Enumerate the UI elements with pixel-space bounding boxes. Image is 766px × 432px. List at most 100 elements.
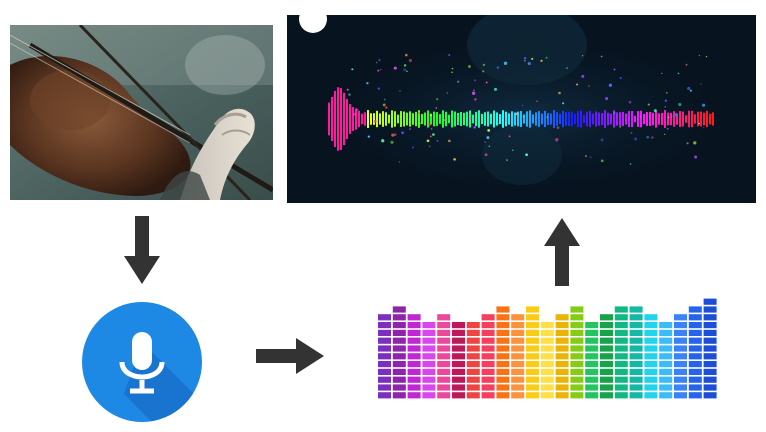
equalizer-segment [481, 384, 495, 391]
sparkle-dot [443, 119, 446, 121]
equalizer-segment [496, 314, 510, 321]
sparkle-dot [515, 112, 519, 116]
equalizer-segment [688, 368, 702, 375]
sparkle-dot [540, 59, 543, 62]
sparkle-dot [382, 103, 386, 107]
sparkle-dot [698, 54, 701, 57]
equalizer-segment [378, 337, 391, 344]
equalizer-segment [407, 353, 421, 360]
equalizer-segment [570, 314, 584, 321]
equalizer-segment [585, 361, 599, 368]
sparkle-dot [689, 89, 692, 92]
equalizer-segment [659, 368, 673, 375]
arrow-right-icon [256, 338, 324, 374]
equalizer-segment [452, 368, 465, 375]
equalizer-segment [600, 345, 613, 352]
sparkle-dot [687, 86, 691, 90]
equalizer-segment [511, 314, 525, 321]
equalizer-segment [600, 337, 613, 344]
equalizer-segment [407, 322, 421, 329]
sparkle-dot [429, 135, 432, 138]
equalizer-segment [674, 376, 687, 383]
equalizer-segment [496, 353, 510, 360]
equalizer-segment [481, 392, 495, 399]
equalizer-segment [526, 368, 539, 375]
equalizer-segment [600, 368, 613, 375]
equalizer-segment [496, 368, 510, 375]
equalizer-segment [570, 345, 584, 352]
equalizer-segment [674, 337, 687, 344]
equalizer-segment [644, 329, 658, 336]
equalizer-segment [688, 337, 702, 344]
equalizer-segment [659, 376, 673, 383]
equalizer-segment [378, 361, 391, 368]
sparkle-dot [468, 65, 471, 68]
sparkle-dot [558, 91, 561, 95]
equalizer-column [407, 314, 421, 399]
equalizer-segment [644, 345, 658, 352]
sparkles [346, 53, 708, 165]
sparkle-dot [630, 132, 633, 134]
equalizer-segment [392, 322, 406, 329]
equalizer-column [496, 306, 510, 399]
equalizer-segment [378, 353, 391, 360]
sparkle-dot [398, 161, 401, 163]
equalizer-segment [378, 314, 391, 321]
equalizer-column [466, 322, 480, 399]
equalizer-segment [629, 329, 643, 336]
equalizer-segment [555, 368, 569, 375]
equalizer-segment [407, 368, 421, 375]
equalizer-segment [688, 392, 702, 399]
equalizer-segment [585, 384, 599, 391]
sparkle-dot [471, 91, 476, 95]
equalizer-segment [540, 361, 554, 368]
sparkle-dot [436, 98, 439, 101]
equalizer-segment [452, 337, 465, 344]
arrow-down-icon [124, 216, 160, 284]
sparkle-dot [383, 98, 386, 101]
equalizer-segment [600, 361, 613, 368]
sparkle-dot [651, 136, 654, 139]
equalizer-segment [703, 306, 717, 313]
equalizer-segment [659, 384, 673, 391]
sparkle-dot [430, 128, 433, 130]
equalizer-segment [703, 337, 717, 344]
equalizer-segment [585, 322, 599, 329]
equalizer-column [688, 306, 702, 399]
equalizer-segment [481, 361, 495, 368]
equalizer-segment [481, 368, 495, 375]
equalizer-segment [496, 384, 510, 391]
equalizer-segment [481, 337, 495, 344]
sparkle-dot [346, 88, 349, 91]
sparkle-dot [664, 133, 666, 136]
sparkle-dot [585, 155, 587, 157]
equalizer-segment [644, 314, 658, 321]
sparkle-dot [600, 138, 604, 142]
equalizer-segment [703, 392, 717, 399]
equalizer-segment [629, 392, 643, 399]
sparkle-dot [393, 133, 397, 136]
sparkle-dot [527, 62, 531, 66]
sparkle-dot [406, 70, 408, 73]
sparkle-dot [356, 108, 359, 111]
equalizer-column [555, 314, 569, 399]
equalizer-segment [407, 384, 421, 391]
equalizer-segment [659, 361, 673, 368]
equalizer-segment [585, 368, 599, 375]
equalizer-segment [703, 314, 717, 321]
equalizer-segment [629, 368, 643, 375]
equalizer-segment [688, 306, 702, 313]
sparkle-dot [702, 103, 706, 107]
equalizer-segment [511, 337, 525, 344]
equalizer-segment [496, 376, 510, 383]
equalizer-segment [496, 361, 510, 368]
equalizer-segment [614, 392, 628, 399]
equalizer-segment [555, 361, 569, 368]
sparkle-dot [457, 80, 460, 83]
equalizer-segment [585, 345, 599, 352]
equalizer-segment [644, 392, 658, 399]
sparkle-dot [647, 103, 650, 106]
equalizer-segment [422, 392, 436, 399]
sparkle-dot [653, 109, 657, 113]
equalizer-segment [555, 384, 569, 391]
